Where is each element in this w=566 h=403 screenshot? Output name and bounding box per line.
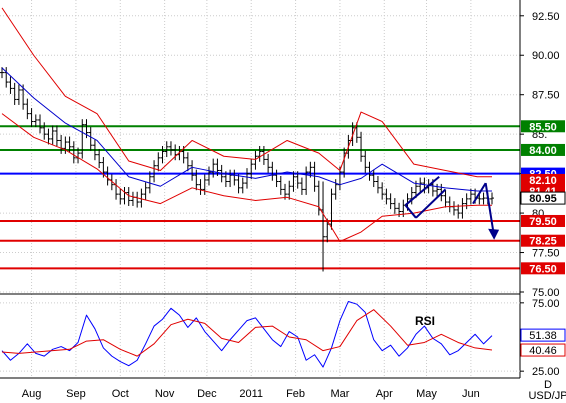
level-label-box <box>521 214 565 227</box>
price-tick-label: 75.00 <box>532 287 560 299</box>
price-plot <box>0 7 520 272</box>
channel-lower-line <box>415 188 447 219</box>
x-tick-label: Aug <box>22 388 42 400</box>
rsi-tick-label: 75.00 <box>532 298 560 310</box>
rsi-title: RSI <box>415 314 435 328</box>
rsi-value-label: 51.38 <box>529 330 557 342</box>
rsi-line <box>1 300 493 368</box>
annotations <box>404 176 500 240</box>
rsi-value-box <box>520 328 566 342</box>
level-label: 85.50 <box>529 121 557 133</box>
rsi-value-label: 40.46 <box>529 345 557 357</box>
level-label-box <box>521 143 565 156</box>
price-label-box <box>520 191 566 205</box>
arrow-shaft <box>484 182 496 237</box>
x-tick-label: Oct <box>112 388 129 400</box>
arrow-up-leg <box>472 182 487 205</box>
price-tick-label: 87.50 <box>532 90 560 102</box>
symbol-label-line-2: USD/JP <box>528 390 566 402</box>
rsi-tick-label: 25.00 <box>532 366 560 378</box>
channel-end-line <box>404 204 417 219</box>
channel-upper-line <box>404 176 440 206</box>
level-label: 79.50 <box>529 216 557 228</box>
x-tick-label: Feb <box>286 388 305 400</box>
rsi-axis: 25.00 75.00 51.38 40.46 <box>520 298 566 378</box>
x-tick-label: Mar <box>330 388 349 400</box>
level-label-box <box>521 262 565 275</box>
level-label: 84.00 <box>529 145 557 157</box>
x-tick-label: May <box>416 388 437 400</box>
price-axis: 75.0077.5080.82.85.87.5090.0092.5085.508… <box>0 0 566 378</box>
price-tick-label: 92.50 <box>532 11 560 23</box>
symbol-label-line-1: D <box>544 379 552 391</box>
x-tick-label: Apr <box>376 388 393 400</box>
price-label: 82.10 <box>529 175 557 187</box>
lower-band-line <box>1 113 492 242</box>
x-tick-label: Dec <box>197 388 217 400</box>
price-tick-label: 77.50 <box>532 248 560 260</box>
rsi-value-box <box>520 343 566 357</box>
level-label: 78.25 <box>529 236 557 248</box>
price-tick-label: 90.00 <box>532 50 560 62</box>
x-tick-label: Sep <box>66 388 86 400</box>
price-label-box <box>521 173 565 186</box>
level-label-box <box>521 120 565 133</box>
arrow-head <box>488 228 500 240</box>
x-tick-label: Nov <box>155 388 175 400</box>
upper-band-line <box>1 7 492 178</box>
middle-band-line <box>1 67 492 192</box>
level-label-box <box>521 234 565 247</box>
level-label: 76.50 <box>529 263 557 275</box>
signal-line <box>1 309 493 357</box>
x-axis: Aug Sep Oct Nov Dec 2011 Feb Mar Apr May Jun <box>0 377 520 400</box>
rsi-plot <box>1 300 493 368</box>
x-tick-label: 2011 <box>239 388 263 400</box>
price-label: 80.95 <box>529 193 557 205</box>
x-tick-label: Jun <box>462 388 480 400</box>
